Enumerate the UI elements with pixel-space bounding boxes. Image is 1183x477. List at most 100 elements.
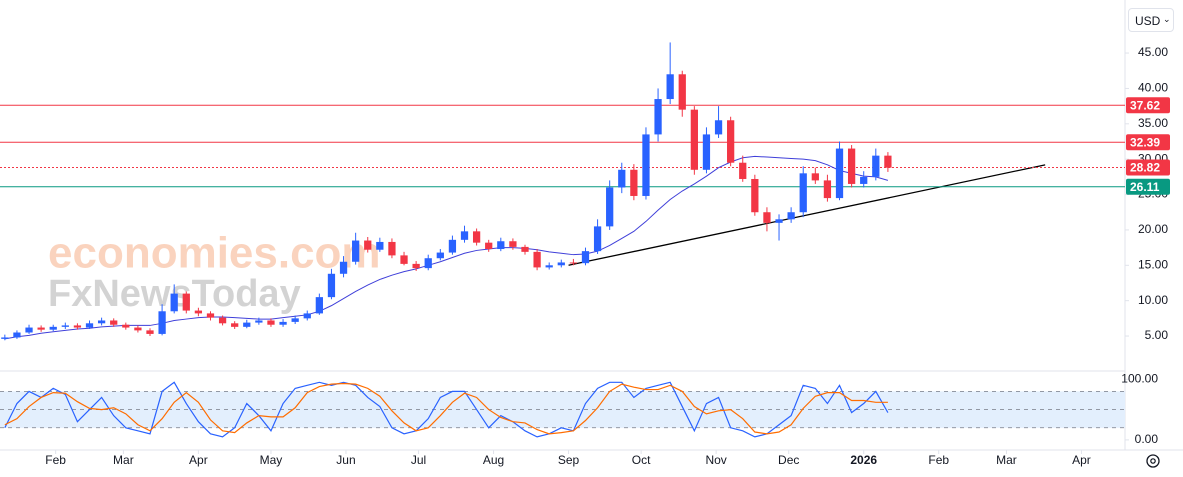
x-tick-label: Aug [483, 453, 504, 467]
candle-body [110, 320, 118, 325]
candle-body [73, 325, 82, 328]
candle-body [303, 313, 311, 319]
candle-body [97, 320, 106, 324]
x-tick-label: Oct [632, 453, 651, 467]
trendline [568, 164, 1046, 266]
x-tick-label: Mar [113, 453, 134, 467]
candle-body [630, 169, 638, 196]
candle-body [448, 239, 457, 253]
y-tick-label: 20.00 [1138, 222, 1168, 236]
x-tick-label: Jun [336, 453, 355, 467]
candle-body [315, 297, 323, 314]
candle-body [884, 155, 892, 168]
candle-body [158, 311, 166, 334]
y-tick-label: 40.00 [1138, 81, 1168, 95]
candle-body [569, 262, 578, 264]
oscillator-line [4, 381, 889, 438]
candle-body [61, 325, 69, 327]
x-tick-label: May [260, 453, 283, 467]
candle-body [497, 241, 505, 250]
candle-body [739, 162, 747, 179]
candle-body [702, 134, 711, 170]
level-label: 28.82 [1130, 161, 1160, 175]
y-tick-label: 0.00 [1135, 432, 1159, 446]
candle-body [255, 320, 263, 323]
level-label-box [1126, 97, 1170, 114]
candle-body [775, 219, 783, 223]
candle-body [642, 134, 650, 196]
candle-body [678, 74, 686, 110]
x-tick-label: 2026 [850, 453, 877, 467]
oscillator-line [4, 382, 888, 435]
candle-body [182, 293, 190, 311]
candle-body [400, 255, 408, 264]
gear-center [1150, 458, 1156, 464]
level-label: 32.39 [1130, 135, 1160, 149]
candle-body [460, 231, 469, 240]
settings-icon[interactable] [1146, 454, 1160, 468]
x-tick-label: Sep [558, 453, 580, 467]
y-tick-label: 10.00 [1138, 293, 1168, 307]
x-tick-label: Feb [928, 453, 949, 467]
candle-body [872, 155, 880, 177]
candle-body [231, 323, 239, 327]
currency-button[interactable]: USD [1128, 8, 1174, 32]
candle-body [751, 178, 759, 213]
candle-body [666, 74, 674, 100]
candle-body [49, 326, 57, 330]
level-label-box [1126, 159, 1170, 176]
y-tick-label: 45.00 [1138, 45, 1168, 59]
x-tick-label: Nov [705, 453, 726, 467]
x-tick-label: Feb [45, 453, 66, 467]
candle-body [485, 242, 493, 250]
candle-body [835, 148, 844, 199]
level-label-box [1126, 178, 1170, 195]
y-tick-label: 100.00 [1121, 371, 1158, 385]
candle-body [545, 265, 553, 268]
candle-body [521, 246, 529, 252]
candle-body [654, 99, 662, 135]
candle-body [37, 327, 45, 330]
y-tick-label: 35.00 [1138, 116, 1168, 130]
candle-body [170, 293, 178, 312]
candle-body [618, 169, 626, 188]
candle-body [593, 226, 602, 252]
candle-body [557, 262, 565, 266]
watermark: economies.com [48, 229, 381, 278]
candle-body [847, 148, 856, 184]
gear-outline [1146, 454, 1160, 468]
x-tick-label: Dec [778, 453, 799, 467]
candle-body [206, 313, 215, 318]
y-tick-label: 15.00 [1138, 257, 1168, 271]
x-tick-label: Apr [189, 453, 208, 467]
candle-body [690, 109, 698, 170]
candle-body [714, 120, 723, 135]
candle-body [388, 241, 396, 256]
candle-body [218, 317, 227, 324]
candle-body [1, 337, 9, 339]
candle-body [581, 251, 590, 264]
candle-body [787, 212, 795, 220]
candle-body [606, 187, 614, 227]
candle-body [243, 322, 251, 327]
candle-body [412, 263, 420, 269]
candle-body [327, 273, 336, 298]
candle-body [799, 173, 807, 213]
x-tick-label: Mar [996, 453, 1017, 467]
candle-body [267, 320, 275, 325]
candle-body [424, 258, 432, 269]
candle-body [436, 252, 444, 259]
candle-body [352, 240, 360, 262]
candle-body [134, 327, 142, 331]
candle-body [13, 332, 21, 338]
x-tick-label: Apr [1072, 453, 1091, 467]
y-tick-label: 5.00 [1145, 328, 1169, 342]
candle-body [122, 324, 130, 328]
moving-average [4, 155, 889, 340]
level-label: 26.11 [1130, 180, 1160, 194]
candle-body [146, 330, 154, 334]
currency-caret: ⌄ [1163, 14, 1171, 24]
candle-body [376, 241, 384, 250]
